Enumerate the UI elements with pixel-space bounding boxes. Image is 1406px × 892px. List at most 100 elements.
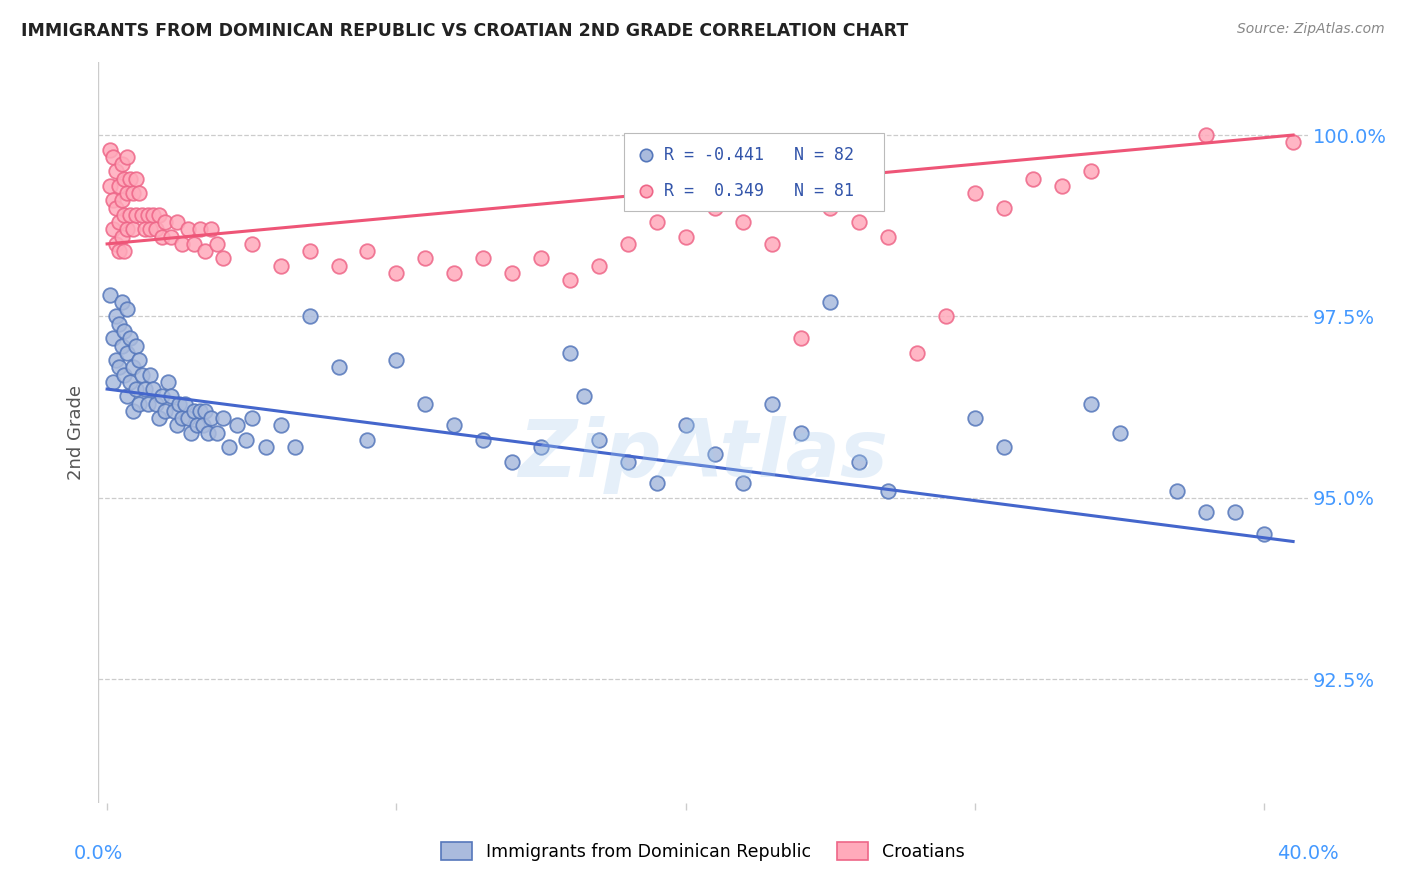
Point	[131, 208, 153, 222]
Point	[148, 208, 170, 222]
Point	[114, 324, 136, 338]
Point	[501, 266, 523, 280]
Point	[134, 222, 156, 236]
Point	[110, 338, 132, 352]
Point	[1166, 483, 1188, 498]
Point	[328, 360, 350, 375]
Point	[443, 418, 465, 433]
Point	[174, 396, 197, 410]
Point	[139, 368, 162, 382]
Point	[120, 331, 142, 345]
Point	[156, 375, 179, 389]
Point	[107, 178, 129, 193]
Point	[472, 433, 495, 447]
Point	[153, 404, 176, 418]
Point	[240, 236, 263, 251]
Point	[98, 178, 121, 193]
Point	[172, 411, 194, 425]
Point	[188, 222, 211, 236]
Point	[617, 455, 640, 469]
Point	[617, 236, 640, 251]
Point	[148, 411, 170, 425]
Point	[128, 186, 150, 200]
Point	[101, 150, 124, 164]
Y-axis label: 2nd Grade: 2nd Grade	[67, 385, 86, 480]
Point	[254, 440, 277, 454]
Point	[128, 353, 150, 368]
Point	[1080, 396, 1102, 410]
Point	[183, 236, 205, 251]
Point	[172, 236, 194, 251]
Point	[110, 229, 132, 244]
Point	[472, 252, 495, 266]
Point	[270, 259, 292, 273]
Point	[733, 215, 755, 229]
Point	[136, 396, 159, 410]
Point	[145, 396, 167, 410]
Text: 0.0%: 0.0%	[73, 844, 124, 863]
Point	[1253, 527, 1275, 541]
Point	[134, 382, 156, 396]
Point	[645, 215, 668, 229]
Point	[205, 425, 228, 440]
Point	[120, 375, 142, 389]
Point	[166, 418, 188, 433]
Point	[122, 360, 145, 375]
Point	[905, 345, 928, 359]
Legend: Immigrants from Dominican Republic, Croatians: Immigrants from Dominican Republic, Croa…	[434, 836, 972, 868]
Point	[1022, 171, 1045, 186]
Point	[131, 368, 153, 382]
Point	[413, 396, 436, 410]
Point	[145, 222, 167, 236]
Point	[820, 201, 842, 215]
Point	[413, 252, 436, 266]
Point	[166, 215, 188, 229]
Point	[197, 425, 219, 440]
Point	[101, 222, 124, 236]
Point	[194, 404, 217, 418]
Point	[177, 222, 200, 236]
Point	[125, 208, 148, 222]
Point	[194, 244, 217, 259]
Point	[298, 244, 321, 259]
Point	[104, 236, 127, 251]
Point	[114, 244, 136, 259]
Point	[877, 483, 900, 498]
Point	[848, 215, 870, 229]
Point	[240, 411, 263, 425]
Point	[125, 171, 148, 186]
Point	[284, 440, 307, 454]
Point	[530, 440, 553, 454]
Point	[104, 353, 127, 368]
Point	[117, 302, 139, 317]
Point	[1225, 506, 1247, 520]
Point	[117, 345, 139, 359]
Point	[107, 244, 129, 259]
Point	[675, 418, 697, 433]
Point	[125, 382, 148, 396]
Point	[356, 244, 378, 259]
Point	[142, 382, 165, 396]
Point	[761, 396, 783, 410]
Point	[114, 208, 136, 222]
Point	[298, 310, 321, 324]
Point	[558, 273, 581, 287]
Text: ZipAtlas: ZipAtlas	[517, 416, 889, 494]
Point	[107, 360, 129, 375]
Point	[218, 440, 240, 454]
Point	[848, 455, 870, 469]
Point	[107, 317, 129, 331]
Point	[703, 201, 725, 215]
Point	[162, 404, 184, 418]
Point	[1282, 136, 1305, 150]
Point	[104, 164, 127, 178]
Point	[114, 368, 136, 382]
Point	[790, 425, 813, 440]
Point	[211, 252, 233, 266]
Point	[328, 259, 350, 273]
Point	[153, 215, 176, 229]
Point	[120, 171, 142, 186]
Point	[117, 222, 139, 236]
Point	[183, 404, 205, 418]
Point	[501, 455, 523, 469]
